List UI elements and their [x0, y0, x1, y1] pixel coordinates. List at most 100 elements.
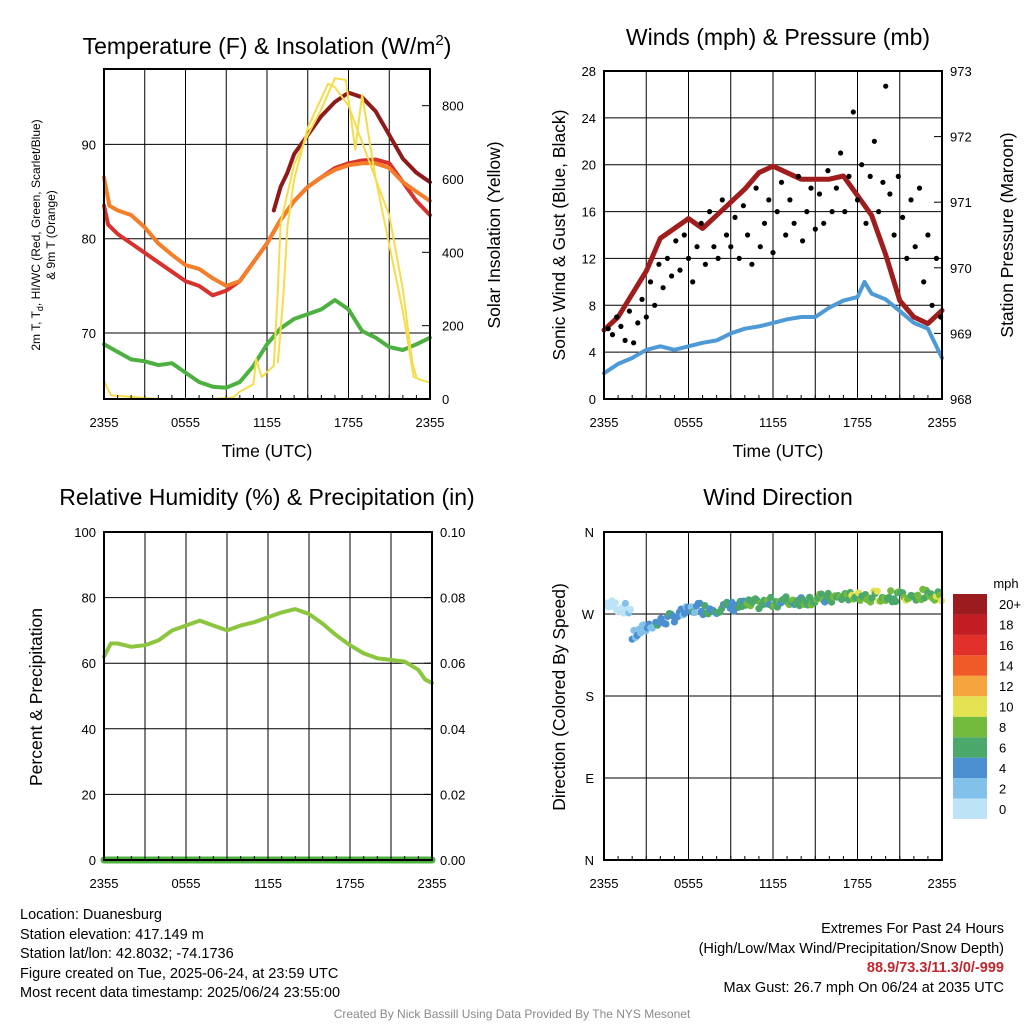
- humidity-xtick-label: 2355: [90, 876, 119, 891]
- gust-point: [749, 261, 755, 267]
- speed-legend-label: 12: [999, 679, 1013, 694]
- speed-legend-swatch: [953, 696, 987, 717]
- winds-plot-frame: [603, 70, 943, 400]
- station-elevation: Station elevation: 417.149 m: [20, 926, 204, 943]
- extremes-title: Extremes For Past 24 Hours: [821, 921, 1004, 937]
- precip-ytick-label: 0.02: [440, 787, 465, 802]
- gust-point: [740, 203, 747, 209]
- speed-legend-swatch: [953, 675, 987, 697]
- figure-created: Figure created on Tue, 2025-06-24, at 23…: [20, 965, 339, 982]
- temperature-xtick-label: 2355: [416, 415, 445, 430]
- gust-point: [912, 244, 918, 250]
- insolation-ytick-label: 400: [442, 245, 464, 260]
- insolation-ytick-label: 200: [442, 319, 464, 334]
- temperature-ytick-label: 70: [82, 326, 96, 341]
- gust-point: [690, 279, 696, 285]
- station-latlon: Station lat/lon: 42.8032; -74.1736: [20, 946, 234, 963]
- direction-ytick-label: W: [582, 607, 595, 622]
- precip-ytick-label: 0.10: [440, 525, 465, 540]
- winds-ylabel: Sonic Wind & Gust (Blue, Black): [549, 110, 569, 361]
- direction-point: [662, 620, 670, 628]
- temperature-xtick-label: 1155: [253, 415, 281, 430]
- speed-legend-swatch: [953, 778, 987, 799]
- pressure-ytick-label: 973: [950, 64, 972, 79]
- winds-ytick-label: 4: [589, 345, 596, 360]
- gust-point: [774, 209, 780, 215]
- insolation-ytick-label: 600: [442, 172, 464, 187]
- gust-point: [887, 191, 893, 197]
- speed-legend-swatch: [953, 798, 987, 819]
- gust-point: [933, 255, 940, 261]
- temperature-panel-title: Temperature (F) & Insolation (W/m2): [83, 32, 452, 59]
- speed-legend-label: 18: [999, 618, 1013, 633]
- humidity-ylabel: Percent & Precipitation: [26, 608, 46, 786]
- direction-xtick-label: 0555: [674, 876, 703, 891]
- gust-point: [669, 273, 675, 279]
- direction-plot-frame: [603, 531, 943, 861]
- gust-point: [707, 209, 713, 215]
- temperature-xlabel: Time (UTC): [222, 441, 313, 461]
- pressure-line: [601, 163, 945, 333]
- gust-point: [745, 232, 751, 238]
- speed-legend-label: 6: [999, 740, 1006, 755]
- temperature-xtick-label: 0555: [171, 415, 200, 430]
- temperature-ylabel-line2: & 9m T (Orange): [44, 190, 58, 280]
- speed-legend-swatch: [953, 594, 987, 615]
- gust-point: [673, 238, 679, 244]
- wind-direction-panel: Wind Direction Direction (Colored By Spe…: [549, 484, 1021, 891]
- pressure-ytick-label: 971: [950, 195, 972, 210]
- speed-legend-swatch: [953, 737, 987, 758]
- humidity-xtick-label: 2355: [418, 876, 447, 891]
- gust-point: [795, 173, 802, 179]
- winds-ytick-label: 20: [582, 158, 596, 173]
- direction-point: [626, 605, 635, 614]
- direction-point: [701, 602, 709, 610]
- station-location: Location: Duanesburg: [20, 907, 162, 923]
- recent-timestamp: Most recent data timestamp: 2025/06/24 2…: [20, 985, 341, 1002]
- winds-xtick-label: 1755: [843, 415, 872, 430]
- gust-point: [723, 232, 730, 238]
- gust-point: [677, 267, 683, 273]
- winds-ytick-label: 16: [582, 205, 596, 220]
- direction-xtick-label: 2355: [928, 876, 957, 891]
- direction-point: [873, 587, 881, 595]
- winds-y2label: Station Pressure (Maroon): [997, 132, 1017, 337]
- precip-ytick-label: 0.04: [440, 722, 465, 737]
- insolation-line: [103, 77, 431, 400]
- speed-legend-label: 10: [999, 700, 1013, 715]
- pressure-ytick-label: 970: [950, 261, 972, 276]
- gust-point: [929, 302, 935, 308]
- gust-point: [715, 255, 721, 261]
- wind-direction-ylabel: Direction (Colored By Speed): [549, 583, 569, 811]
- gust-point: [685, 255, 692, 261]
- gust-point: [825, 168, 831, 174]
- gust-point: [626, 308, 633, 314]
- gust-point: [791, 220, 797, 226]
- direction-point: [887, 587, 895, 595]
- humidity-line: [102, 607, 434, 685]
- gust-point: [647, 279, 654, 285]
- gust-point: [829, 209, 835, 215]
- gust-point: [609, 332, 616, 338]
- winds-ytick-label: 24: [582, 111, 596, 126]
- winds-xtick-label: 2355: [928, 415, 957, 430]
- temperature-ytick-label: 80: [82, 232, 96, 247]
- direction-xtick-label: 1755: [843, 876, 872, 891]
- gust-point: [639, 296, 645, 302]
- direction-point: [892, 597, 900, 606]
- wind-direction-panel-title: Wind Direction: [703, 484, 853, 510]
- insolation-line: [276, 82, 418, 378]
- gust-point: [719, 197, 725, 203]
- precip-ytick-label: 0.00: [440, 853, 465, 868]
- insolation-ytick-label: 800: [442, 99, 464, 114]
- extremes-values: 88.9/73.3/11.3/0/-999: [866, 960, 1004, 977]
- gust-point: [614, 314, 620, 320]
- gust-point: [643, 314, 649, 320]
- gust-point: [732, 214, 738, 220]
- temperature-y2label: Solar Insolation (Yellow): [484, 141, 504, 328]
- speed-legend-label: 16: [999, 638, 1013, 653]
- gust-point: [833, 185, 840, 191]
- gust-point: [883, 83, 889, 89]
- gust-point: [736, 255, 742, 261]
- gust-point: [891, 232, 897, 238]
